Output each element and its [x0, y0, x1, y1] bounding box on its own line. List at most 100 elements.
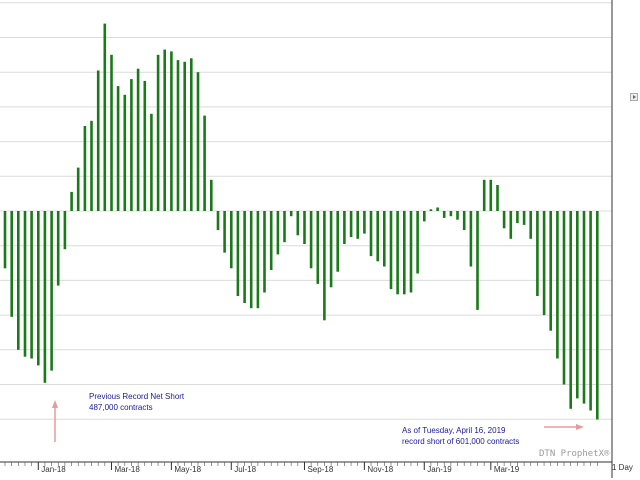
- bar: [389, 211, 393, 290]
- bar: [536, 211, 539, 296]
- bar: [249, 211, 253, 309]
- bar: [156, 54, 160, 211]
- bar: [163, 49, 166, 211]
- bar: [556, 211, 559, 359]
- gridlines: [0, 2, 612, 420]
- bar: [196, 72, 200, 211]
- bar: [429, 209, 433, 211]
- annotation-line: As of Tuesday, April 16, 2019: [402, 426, 506, 435]
- bar: [30, 211, 33, 359]
- bar: [596, 211, 599, 420]
- annotation-arrows: [52, 400, 584, 442]
- bar: [323, 211, 326, 321]
- bar: [223, 211, 226, 253]
- x-tick-label: Jan-18: [41, 465, 66, 474]
- bar: [496, 185, 499, 211]
- scroll-right-button[interactable]: [630, 93, 638, 101]
- x-tick-label: Sep-18: [307, 465, 333, 474]
- bar: [476, 211, 479, 310]
- up-arrow-head: [52, 400, 58, 408]
- x-tick-label: Mar-18: [114, 465, 140, 474]
- bar: [283, 211, 286, 243]
- bar: [243, 211, 246, 303]
- bar: [456, 211, 459, 220]
- bar: [103, 23, 107, 211]
- bar: [116, 86, 120, 211]
- bar: [183, 61, 186, 211]
- bar: [502, 211, 506, 229]
- bar: [296, 211, 300, 236]
- bar: [216, 211, 220, 231]
- bar: [90, 120, 93, 211]
- bar: [263, 211, 266, 293]
- bar: [303, 211, 306, 244]
- bar: [70, 191, 73, 211]
- x-tick-label: May-18: [174, 465, 201, 474]
- bar: [482, 179, 486, 211]
- bar: [396, 211, 399, 295]
- x-tick-label: Jul-18: [234, 465, 256, 474]
- bar: [210, 179, 213, 211]
- annotation-current-record: As of Tuesday, April 16, 2019 record sho…: [402, 425, 519, 447]
- bar: [509, 211, 513, 239]
- bar: [56, 211, 60, 286]
- bar: [17, 211, 20, 350]
- bar: [43, 211, 47, 383]
- bar: [436, 207, 439, 211]
- bar: [269, 211, 273, 270]
- bar: [442, 211, 446, 218]
- bar: [349, 211, 353, 237]
- bar: [276, 211, 280, 255]
- annotation-previous-record: Previous Record Net Short 487,000 contra…: [89, 391, 184, 413]
- bar: [150, 113, 153, 211]
- bar: [582, 211, 586, 404]
- bar: [309, 211, 313, 269]
- bar: [403, 211, 406, 295]
- annotation-line: record short of 601,000 contracts: [402, 437, 520, 446]
- bar: [256, 211, 260, 309]
- bar: [522, 211, 526, 225]
- bar: [236, 211, 240, 296]
- bar: [329, 211, 333, 288]
- bar: [96, 70, 100, 211]
- bar: [489, 179, 493, 211]
- bar: [449, 211, 453, 217]
- bar: [462, 211, 466, 231]
- bar: [230, 211, 233, 269]
- bar: [50, 211, 53, 371]
- bar: [63, 211, 67, 250]
- bar: [529, 211, 532, 239]
- bar: [336, 211, 339, 272]
- bar: [343, 211, 346, 244]
- bar: [569, 211, 572, 409]
- bar: [143, 80, 147, 212]
- bar: [416, 211, 419, 274]
- bars: [3, 23, 599, 420]
- bar: [37, 211, 40, 366]
- bar: [542, 211, 546, 316]
- period-label: 1 Day: [612, 463, 633, 472]
- bar: [409, 211, 413, 293]
- bar: [289, 211, 293, 217]
- bar: [3, 211, 7, 269]
- bar: [76, 167, 80, 211]
- bar: [136, 68, 140, 211]
- bar: [176, 60, 180, 211]
- x-axis-ticks: Jan-18 Mar-18 May-18 Jul-18 Sep-18 Nov-18 Jan-…: [4, 462, 598, 474]
- right-arrow-head: [576, 424, 584, 430]
- bar: [469, 211, 473, 267]
- bar: [589, 211, 592, 411]
- x-tick-label: Mar-19: [494, 465, 520, 474]
- annotation-line: Previous Record Net Short: [89, 392, 185, 401]
- bar: [549, 211, 552, 331]
- bar: [316, 211, 320, 284]
- bar: [110, 54, 113, 211]
- bar: [562, 211, 566, 385]
- annotation-line: 487,000 contracts: [89, 403, 153, 412]
- bar: [10, 211, 13, 317]
- x-tick-label: Jan-19: [427, 465, 452, 474]
- bar: [363, 211, 366, 234]
- bar: [356, 211, 359, 239]
- bar: [383, 211, 386, 267]
